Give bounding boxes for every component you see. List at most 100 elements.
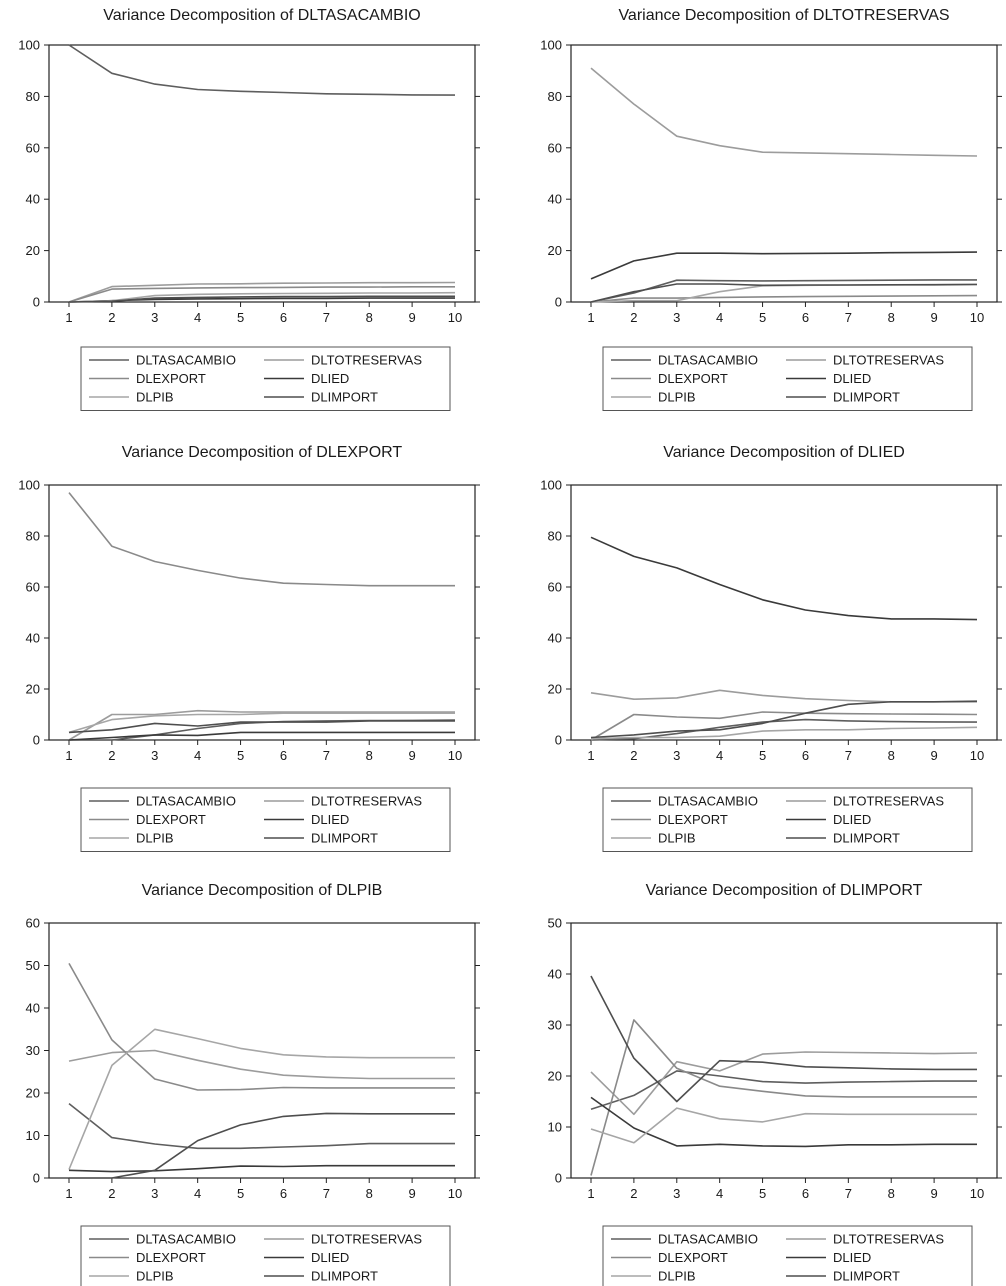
y-tick-label: 40: [548, 967, 562, 982]
series-line-dlimport: [590, 283, 978, 303]
y-tick-label: 60: [548, 140, 562, 155]
x-tick-label: 1: [587, 748, 594, 763]
y-tick-label: 80: [26, 89, 40, 104]
series-line-dltasacambio: [590, 279, 977, 303]
y-tick-label: 60: [26, 140, 40, 155]
legend-label: DLIED: [833, 1250, 871, 1265]
y-tick-label: 0: [33, 295, 40, 310]
x-tick-label: 4: [716, 1186, 723, 1201]
series-line-dlpib: [68, 712, 455, 734]
chart-title: Variance Decomposition of DLPIB: [142, 882, 383, 899]
x-tick-label: 3: [151, 748, 158, 763]
x-tick-label: 10: [970, 310, 984, 325]
legend-label: DLPIB: [658, 390, 696, 405]
x-tick-label: 2: [630, 748, 637, 763]
x-tick-label: 9: [930, 748, 937, 763]
x-tick-label: 8: [888, 1186, 895, 1201]
series-line-dltotreservas: [68, 281, 456, 303]
series-line-dlimport: [68, 295, 455, 303]
legend-label: DLTOTRESERVAS: [833, 1232, 944, 1247]
series-line-dlied: [590, 536, 978, 621]
series-line-dltotreservas: [68, 709, 455, 741]
series-line-dltotreservas: [590, 689, 977, 703]
y-tick-label: 50: [548, 916, 562, 931]
x-tick-label: 2: [108, 1186, 115, 1201]
x-tick-label: 2: [108, 748, 115, 763]
y-tick-label: 60: [26, 580, 40, 595]
x-tick-label: 5: [237, 1186, 244, 1201]
x-tick-label: 9: [930, 310, 937, 325]
chart-panel-2: Variance Decomposition of DLTOTRESERVAS 0…: [540, 7, 1002, 411]
y-tick-label: 40: [548, 192, 562, 207]
legend-label: DLPIB: [658, 1269, 696, 1284]
x-tick-label: 5: [237, 310, 244, 325]
x-tick-label: 9: [408, 1186, 415, 1201]
chart-title: Variance Decomposition of DLIMPORT: [646, 882, 923, 899]
legend-label: DLTOTRESERVAS: [833, 794, 944, 809]
y-tick-label: 30: [548, 1018, 562, 1033]
y-tick-label: 10: [26, 1128, 40, 1143]
series-line-dlimport: [590, 700, 978, 739]
series-line-dlpib: [68, 1028, 455, 1170]
legend-label: DLTASACAMBIO: [136, 794, 236, 809]
x-tick-label: 6: [280, 748, 287, 763]
series-line-dlied: [590, 1096, 977, 1148]
legend-label: DLIED: [833, 371, 871, 386]
series-line-dlpib: [590, 726, 978, 740]
y-tick-label: 40: [548, 631, 562, 646]
x-tick-label: 2: [630, 1186, 637, 1201]
x-tick-label: 7: [323, 748, 330, 763]
x-tick-label: 4: [194, 1186, 201, 1201]
y-tick-label: 40: [26, 1001, 40, 1016]
legend-label: DLIED: [833, 812, 871, 827]
legend-label: DLTOTRESERVAS: [311, 1232, 422, 1247]
y-tick-label: 20: [548, 243, 562, 258]
chart-title: Variance Decomposition of DLTASACAMBIO: [103, 7, 420, 24]
legend-label: DLTOTRESERVAS: [833, 353, 944, 368]
x-tick-label: 10: [970, 748, 984, 763]
x-tick-label: 9: [408, 748, 415, 763]
legend-label: DLIMPORT: [311, 390, 378, 405]
x-tick-label: 8: [366, 1186, 373, 1201]
chart-panel-1: Variance Decomposition of DLTASACAMBIO 0 2…: [18, 7, 480, 411]
y-tick-label: 20: [26, 682, 40, 697]
legend-label: DLIED: [311, 371, 349, 386]
plot-frame: [48, 484, 476, 741]
x-tick-label: 5: [759, 310, 766, 325]
x-tick-label: 4: [194, 310, 201, 325]
legend-label: DLIMPORT: [311, 831, 378, 846]
legend-label: DLIMPORT: [833, 1269, 900, 1284]
legend-label: DLTASACAMBIO: [658, 353, 758, 368]
chart-title: Variance Decomposition of DLEXPORT: [122, 444, 403, 461]
series-line-dlpib: [590, 283, 978, 303]
chart-title: Variance Decomposition of DLIED: [663, 444, 905, 461]
legend-label: DLEXPORT: [658, 812, 728, 827]
x-tick-label: 8: [888, 748, 895, 763]
series-line-dlimport: [590, 975, 977, 1103]
x-tick-label: 5: [759, 1186, 766, 1201]
x-tick-label: 9: [408, 310, 415, 325]
y-tick-label: 60: [26, 916, 40, 931]
x-tick-label: 1: [587, 1186, 594, 1201]
x-tick-label: 10: [448, 310, 462, 325]
series-line-dltasacambio: [590, 1070, 977, 1110]
x-tick-label: 9: [930, 1186, 937, 1201]
legend-label: DLTOTRESERVAS: [311, 353, 422, 368]
y-tick-label: 100: [18, 478, 40, 493]
y-tick-label: 20: [26, 243, 40, 258]
x-tick-label: 10: [448, 748, 462, 763]
x-tick-label: 6: [802, 748, 809, 763]
y-tick-label: 80: [548, 529, 562, 544]
legend-label: DLIED: [311, 812, 349, 827]
y-tick-label: 0: [33, 733, 40, 748]
x-tick-label: 8: [888, 310, 895, 325]
x-tick-label: 1: [65, 310, 72, 325]
legend-label: DLIMPORT: [833, 831, 900, 846]
legend-label: DLEXPORT: [136, 1250, 206, 1265]
series-line-dlied: [590, 251, 978, 280]
series-line-dltotreservas: [68, 1049, 455, 1080]
y-tick-label: 0: [33, 1171, 40, 1186]
x-tick-label: 6: [802, 1186, 809, 1201]
series-line-dlimport: [69, 1112, 455, 1179]
y-tick-label: 100: [540, 478, 562, 493]
